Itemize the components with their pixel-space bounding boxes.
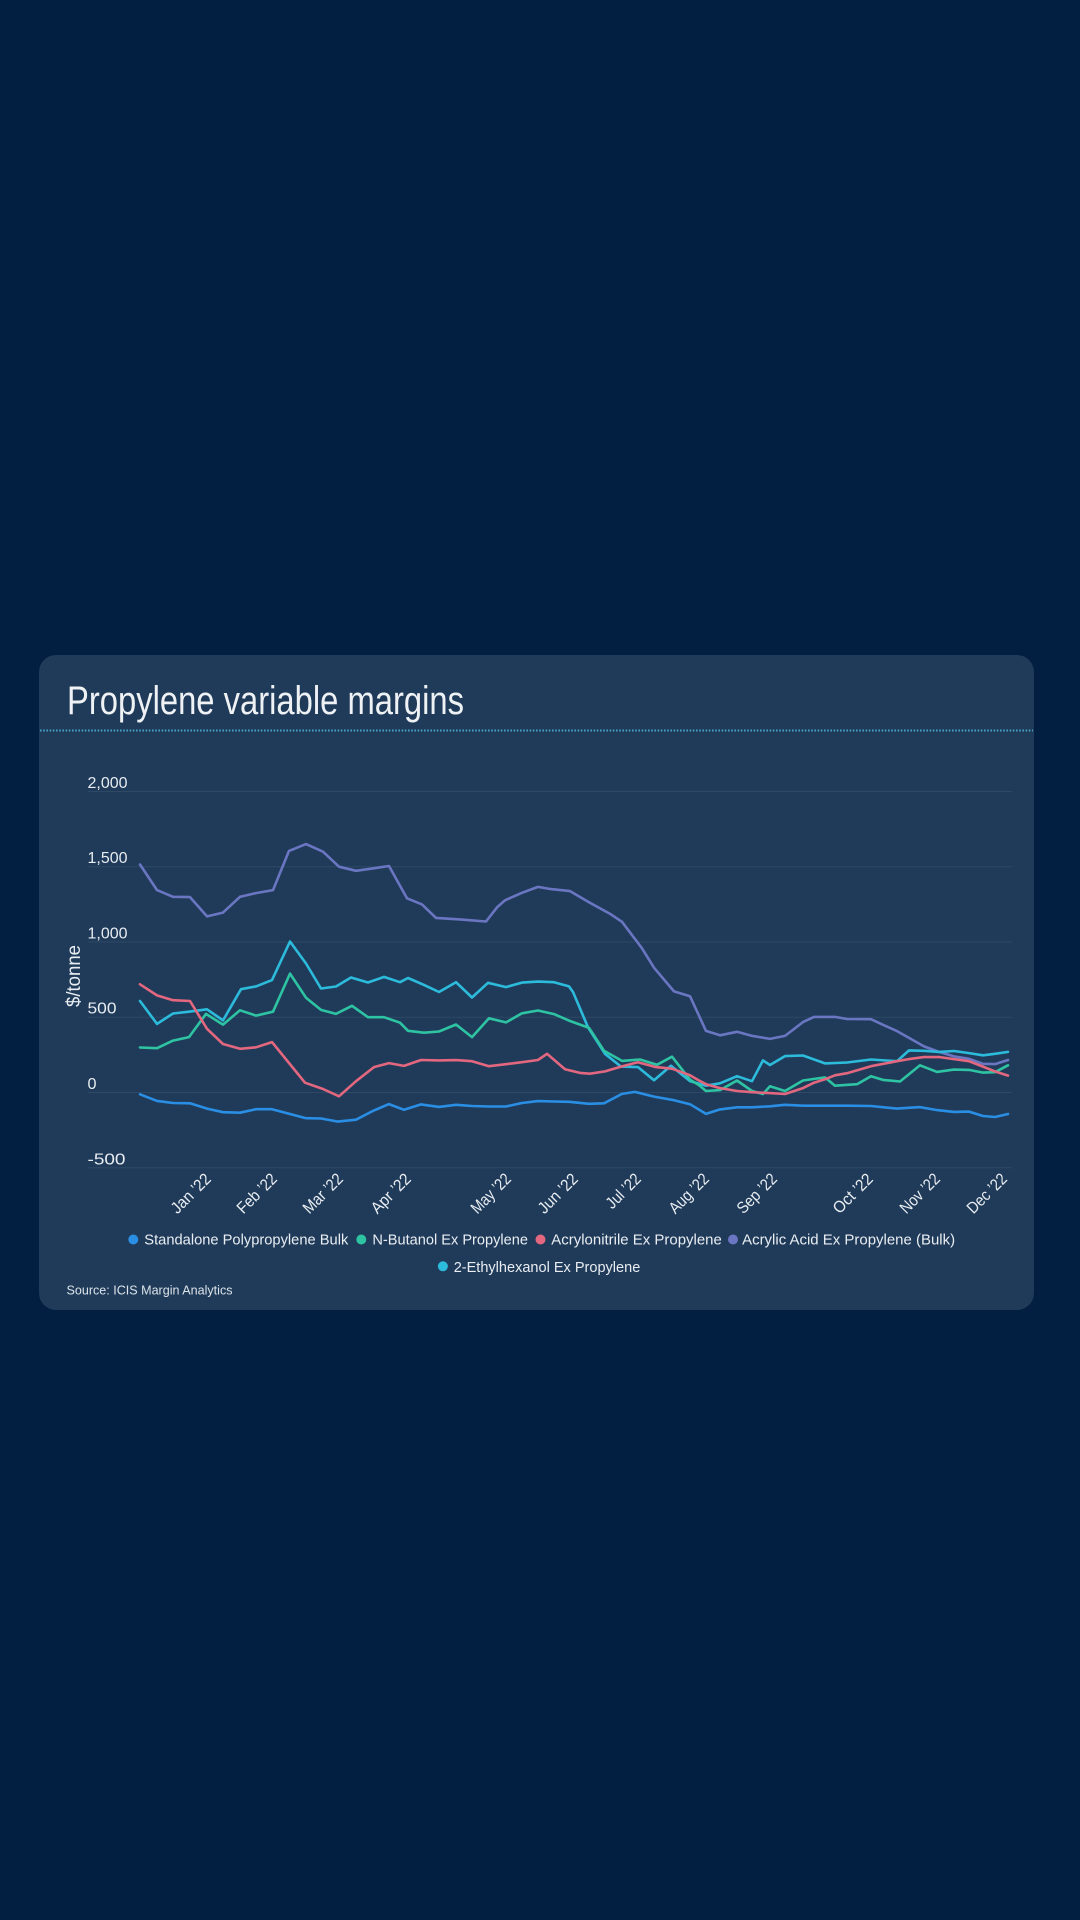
svg-text:Source: ICIS Margin Analytics: Source: ICIS Margin Analytics <box>67 1283 233 1298</box>
svg-text:2,000: 2,000 <box>88 775 128 792</box>
svg-text:N-Butanol Ex Propylene: N-Butanol Ex Propylene <box>372 1232 528 1249</box>
svg-text:Acrylonitrile Ex Propylene: Acrylonitrile Ex Propylene <box>551 1232 722 1249</box>
svg-text:$/tonne: $/tonne <box>64 945 85 1007</box>
svg-text:500: 500 <box>88 1001 117 1018</box>
svg-text:Acrylic Acid Ex Propylene (Bul: Acrylic Acid Ex Propylene (Bulk) <box>742 1232 955 1249</box>
svg-text:0: 0 <box>88 1076 97 1093</box>
svg-text:Standalone Polypropylene Bulk: Standalone Polypropylene Bulk <box>144 1232 348 1249</box>
svg-text:1,000: 1,000 <box>88 926 128 943</box>
svg-text:1,500: 1,500 <box>88 850 128 867</box>
svg-text:2-Ethylhexanol Ex Propylene: 2-Ethylhexanol Ex Propylene <box>454 1259 641 1276</box>
svg-text:-500: -500 <box>88 1151 126 1168</box>
svg-text:Propylene variable margins: Propylene variable margins <box>67 679 464 723</box>
